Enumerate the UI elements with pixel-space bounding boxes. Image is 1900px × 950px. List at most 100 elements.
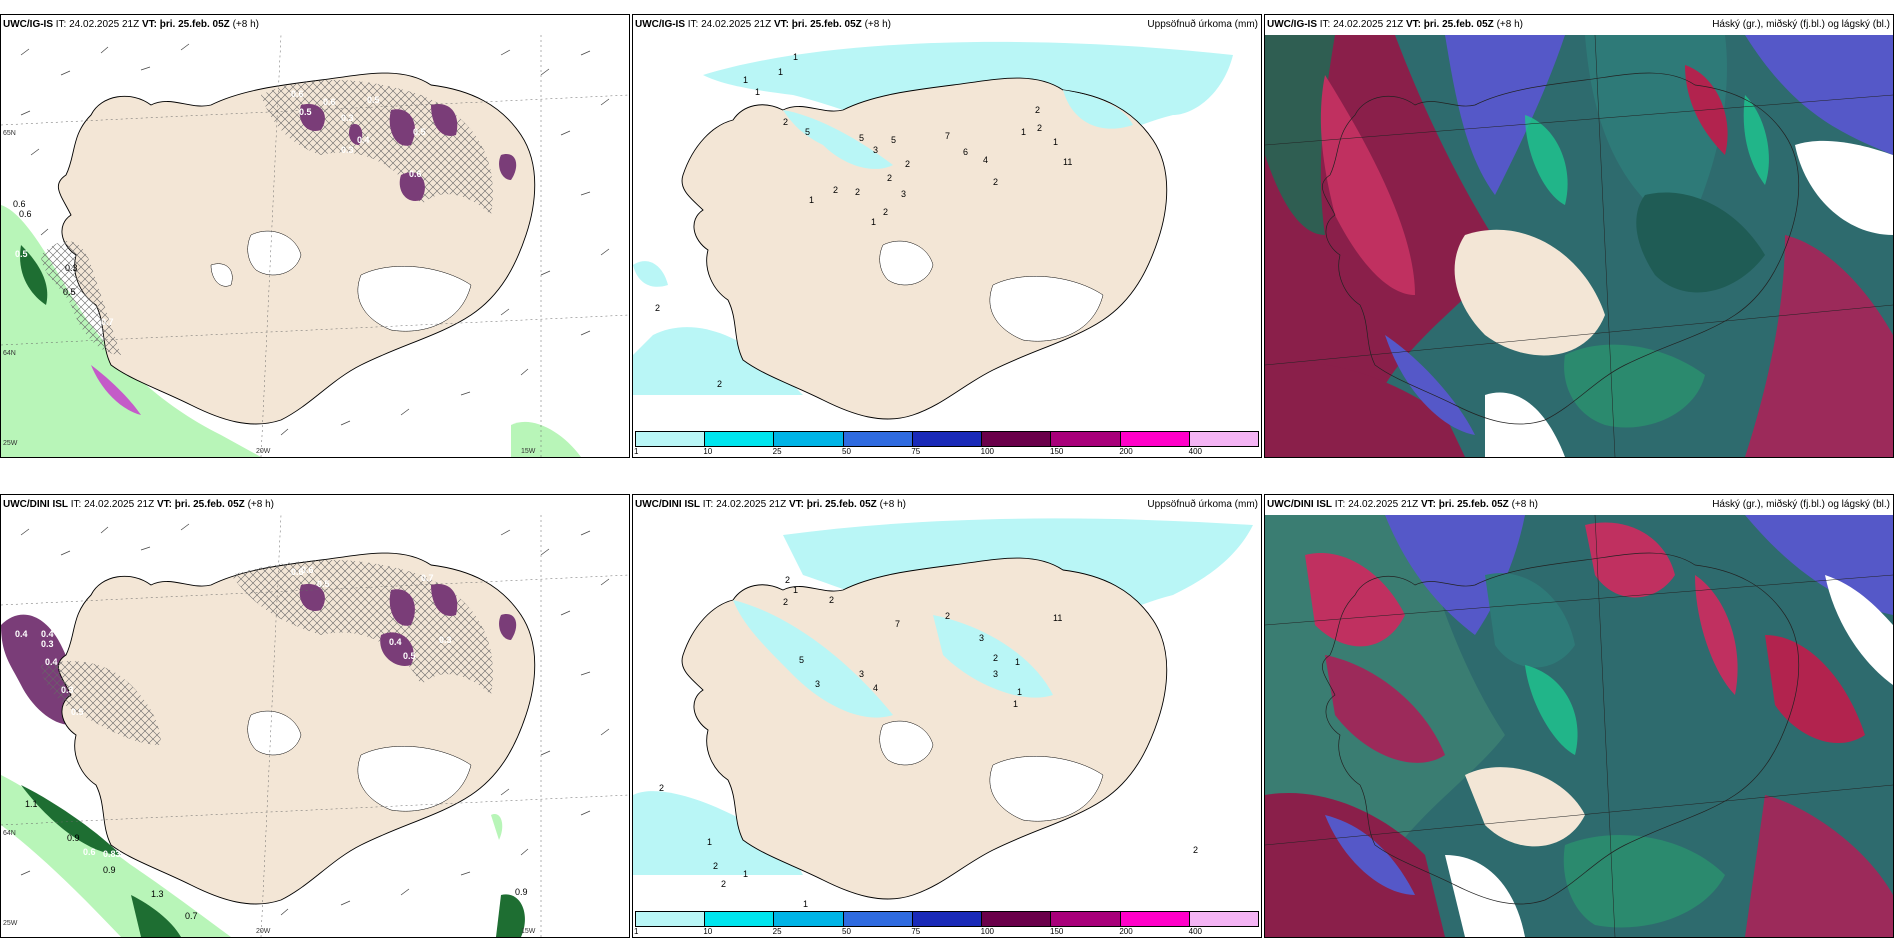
lon-label: 15W	[521, 928, 536, 935]
panel-clouds-ig: UWC/IG-IS IT: 24.02.2025 21Z VT: þri. 25…	[1264, 14, 1894, 458]
lead-time: (+8 h)	[864, 19, 891, 30]
green-precip	[1, 205, 261, 457]
panel-subtitle: Háský (gr.), miðský (fj.bl.) og lágský (…	[1712, 499, 1890, 510]
value-label: 2	[1035, 105, 1040, 115]
legend-tick-label: 75	[911, 447, 921, 456]
value-label: 2	[721, 879, 726, 889]
value-label: 0.7	[101, 317, 114, 327]
value-label: 0.5	[299, 107, 312, 117]
legend-ticks: 1 10 25 50 75 100 150 200 400	[633, 927, 1261, 937]
precip-values: 0.4 0.40.30.40.30.50.60.60.50.70.40.50.31…	[15, 565, 528, 921]
legend-swatch	[1120, 912, 1190, 926]
value-label: 1	[803, 899, 808, 909]
legend-tick-label: 50	[842, 447, 851, 456]
value-label: 0.3	[61, 685, 74, 695]
value-label: 3	[901, 189, 906, 199]
panel-wind-precip-ig: UWC/IG-IS IT: 24.02.2025 21Z VT: þri. 25…	[0, 14, 630, 458]
value-label: 3	[993, 669, 998, 679]
value-label: 0.5	[413, 127, 426, 137]
value-label: 0.5	[403, 651, 416, 661]
value-label: 0.5	[367, 95, 380, 105]
map-wind: 64N 20W 15W 25W 0.4 0.40.30.40.30.50.60.6…	[1, 515, 629, 937]
value-label: 0.6	[323, 97, 336, 107]
value-label: 11	[1063, 157, 1072, 167]
value-label: 5	[799, 655, 804, 665]
grid-lines	[1, 35, 629, 457]
init-time: IT: 24.02.2025 21Z	[1319, 19, 1404, 30]
legend-swatch	[636, 912, 706, 926]
legend-tick-label: 150	[1050, 927, 1064, 936]
value-label: 2	[713, 861, 718, 871]
value-label: 0.3	[41, 639, 54, 649]
value-label: 1	[1013, 699, 1018, 709]
legend-swatch	[774, 432, 844, 446]
lead-time: (+8 h)	[879, 499, 906, 510]
value-label: 3	[815, 679, 820, 689]
value-label: 0.3	[341, 145, 354, 155]
lat-label: 64N	[3, 830, 16, 837]
legend-swatch	[705, 432, 775, 446]
legend-colorbar	[635, 431, 1259, 447]
value-label: 0.5	[15, 249, 28, 259]
value-label: 0.3	[439, 635, 452, 645]
purple-precip	[299, 104, 517, 201]
model-name: UWC/IG-IS	[635, 19, 685, 30]
model-name: UWC/IG-IS	[3, 19, 53, 30]
value-label: 6	[963, 147, 968, 157]
panel-header: UWC/IG-IS IT: 24.02.2025 21Z VT: þri. 25…	[633, 15, 1261, 35]
panel-accum-precip-dini: UWC/DINI ISL IT: 24.02.2025 21Z VT: þri.…	[632, 494, 1262, 938]
legend-swatch	[1189, 432, 1258, 446]
precip-legend: 1 10 25 50 75 100 150 200 400	[633, 911, 1261, 937]
value-label: 0.6	[291, 567, 304, 577]
value-label: 1	[793, 52, 798, 62]
panel-header: UWC/DINI ISL IT: 24.02.2025 21Z VT: þri.…	[633, 495, 1261, 515]
legend-ticks: 1 10 25 50 75 100 150 200 400	[633, 447, 1261, 457]
lead-time: (+8 h)	[232, 19, 259, 30]
panel-accum-precip-ig: UWC/IG-IS IT: 24.02.2025 21Z VT: þri. 25…	[632, 14, 1262, 458]
legend-tick-label: 1	[634, 447, 639, 456]
value-label: 0.6	[13, 199, 26, 209]
value-label: 1	[793, 585, 798, 595]
legend-swatch	[1189, 912, 1258, 926]
legend-swatch	[912, 912, 983, 926]
value-label: 4	[873, 683, 878, 693]
legend-swatch	[774, 912, 844, 926]
precip-legend: 1 10 25 50 75 100 150 200 400	[633, 431, 1261, 457]
value-label: 3	[979, 633, 984, 643]
value-label: 1	[1017, 687, 1022, 697]
value-label: 0.4	[357, 135, 370, 145]
legend-tick-label: 25	[772, 927, 782, 936]
value-label: 0.4	[45, 657, 58, 667]
value-label: 1	[871, 217, 876, 227]
panel-clouds-dini: UWC/DINI ISL IT: 24.02.2025 21Z VT: þri.…	[1264, 494, 1894, 938]
value-label: 0.6	[291, 89, 304, 99]
value-label: 2	[993, 177, 998, 187]
value-label: 3	[873, 145, 878, 155]
value-label: 1.1	[25, 799, 38, 809]
legend-tick-label: 10	[703, 447, 713, 456]
legend-tick-label: 200	[1119, 447, 1133, 456]
legend-swatch	[982, 432, 1052, 446]
lead-time: (+8 h)	[1511, 499, 1538, 510]
value-label: 1	[778, 67, 783, 77]
value-label: 3	[859, 669, 864, 679]
value-label: 0.5	[317, 579, 330, 589]
value-label: 0.3	[65, 263, 78, 273]
value-label: 2	[717, 379, 722, 389]
value-label: 1	[743, 869, 748, 879]
model-name: UWC/DINI ISL	[1267, 499, 1332, 510]
panel-subtitle: Uppsöfnuð úrkoma (mm)	[1147, 19, 1258, 30]
legend-tick-label: 400	[1188, 927, 1203, 936]
legend-tick-label: 50	[842, 927, 851, 936]
value-label: 0.6	[301, 565, 314, 575]
value-label: 0.9	[103, 865, 116, 875]
legend-swatch	[636, 432, 706, 446]
value-label: 0.9	[67, 833, 80, 843]
legend-tick-label: 100	[980, 447, 995, 456]
lat-label: 65N	[3, 130, 16, 137]
value-label: 0.9	[515, 887, 528, 897]
lon-label: 20W	[256, 928, 271, 935]
